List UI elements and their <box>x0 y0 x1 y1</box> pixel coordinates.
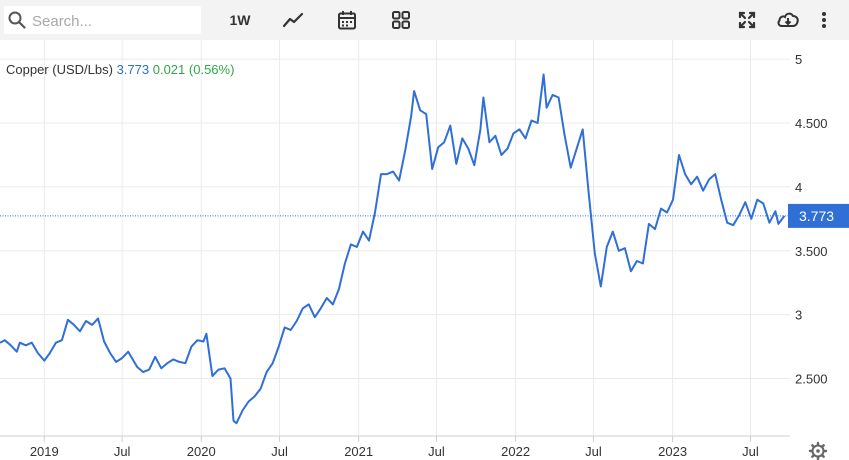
fullscreen-button[interactable] <box>735 8 759 32</box>
x-tick-label: Jul <box>585 444 602 459</box>
instrument-name: Copper (USD/Lbs) <box>6 62 113 77</box>
x-tick-label: Jul <box>114 444 131 459</box>
x-tick-label: 2023 <box>658 444 687 459</box>
last-price-badge: 3.773 <box>788 203 849 228</box>
x-tick-label: Jul <box>428 444 445 459</box>
gear-icon <box>808 441 828 460</box>
y-axis-labels: 5 4.500 4 3.500 3 2.500 <box>795 52 828 386</box>
series-line-copper <box>0 73 786 425</box>
search-input[interactable] <box>30 10 194 32</box>
y-tick-label: 4.500 <box>795 116 828 131</box>
search-icon <box>8 11 26 29</box>
x-gridlines <box>43 40 751 442</box>
line-chart-button[interactable] <box>280 8 306 32</box>
y-tick-label: 3.500 <box>795 244 828 259</box>
last-price-badge-bg <box>788 203 849 228</box>
fullscreen-icon <box>738 11 756 29</box>
last-price-label: 3.773 <box>799 208 834 224</box>
download-button[interactable] <box>775 8 801 32</box>
settings-button[interactable] <box>808 441 828 460</box>
grid-button[interactable] <box>389 8 413 32</box>
period-button[interactable]: 1W <box>229 12 251 28</box>
x-tick-label: 2020 <box>187 444 216 459</box>
last-price: 3.773 <box>116 62 150 77</box>
y-tick-label: 5 <box>795 52 802 67</box>
quote-header: Copper (USD/Lbs) 3.773 0.021 (0.56%) <box>6 62 234 77</box>
toolbar: 1W <box>0 0 849 40</box>
x-tick-label: Jul <box>742 444 759 459</box>
y-tick-label: 2.500 <box>795 372 828 387</box>
x-tick-label: 2021 <box>344 444 373 459</box>
calendar-icon <box>338 11 356 30</box>
more-vertical-icon <box>822 12 826 28</box>
y-tick-label: 3 <box>795 308 802 323</box>
x-tick-label: Jul <box>271 444 288 459</box>
download-icon <box>777 12 799 27</box>
y-gridlines <box>0 58 790 380</box>
grid-icon <box>392 11 410 29</box>
x-tick-label: 2022 <box>501 444 530 459</box>
x-tick-label: 2019 <box>30 444 59 459</box>
price-change-percent: (0.56%) <box>188 62 235 77</box>
line-chart-icon <box>282 12 304 28</box>
y-tick-label: 4 <box>795 180 802 195</box>
price-change: 0.021 <box>152 62 186 77</box>
calendar-button[interactable] <box>335 8 359 32</box>
search-box[interactable] <box>4 6 201 34</box>
more-menu-button[interactable] <box>814 8 834 32</box>
x-axis-labels: 2019 Jul 2020 Jul 2021 Jul 2022 Jul 2023 Jul <box>30 444 759 459</box>
price-chart[interactable]: 5 4.500 4 3.500 3 2.500 2019 Jul 2020 Jul 2021 Jul… <box>0 40 849 460</box>
